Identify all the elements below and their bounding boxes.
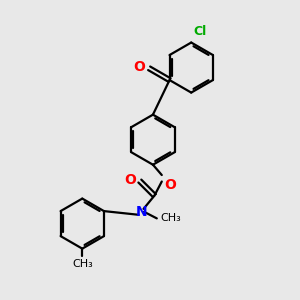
Text: CH₃: CH₃ [160, 213, 182, 224]
Text: CH₃: CH₃ [72, 259, 93, 269]
Text: O: O [124, 172, 136, 187]
Text: Cl: Cl [194, 25, 207, 38]
Text: O: O [165, 178, 177, 192]
Text: O: O [133, 60, 145, 74]
Text: N: N [135, 205, 147, 219]
